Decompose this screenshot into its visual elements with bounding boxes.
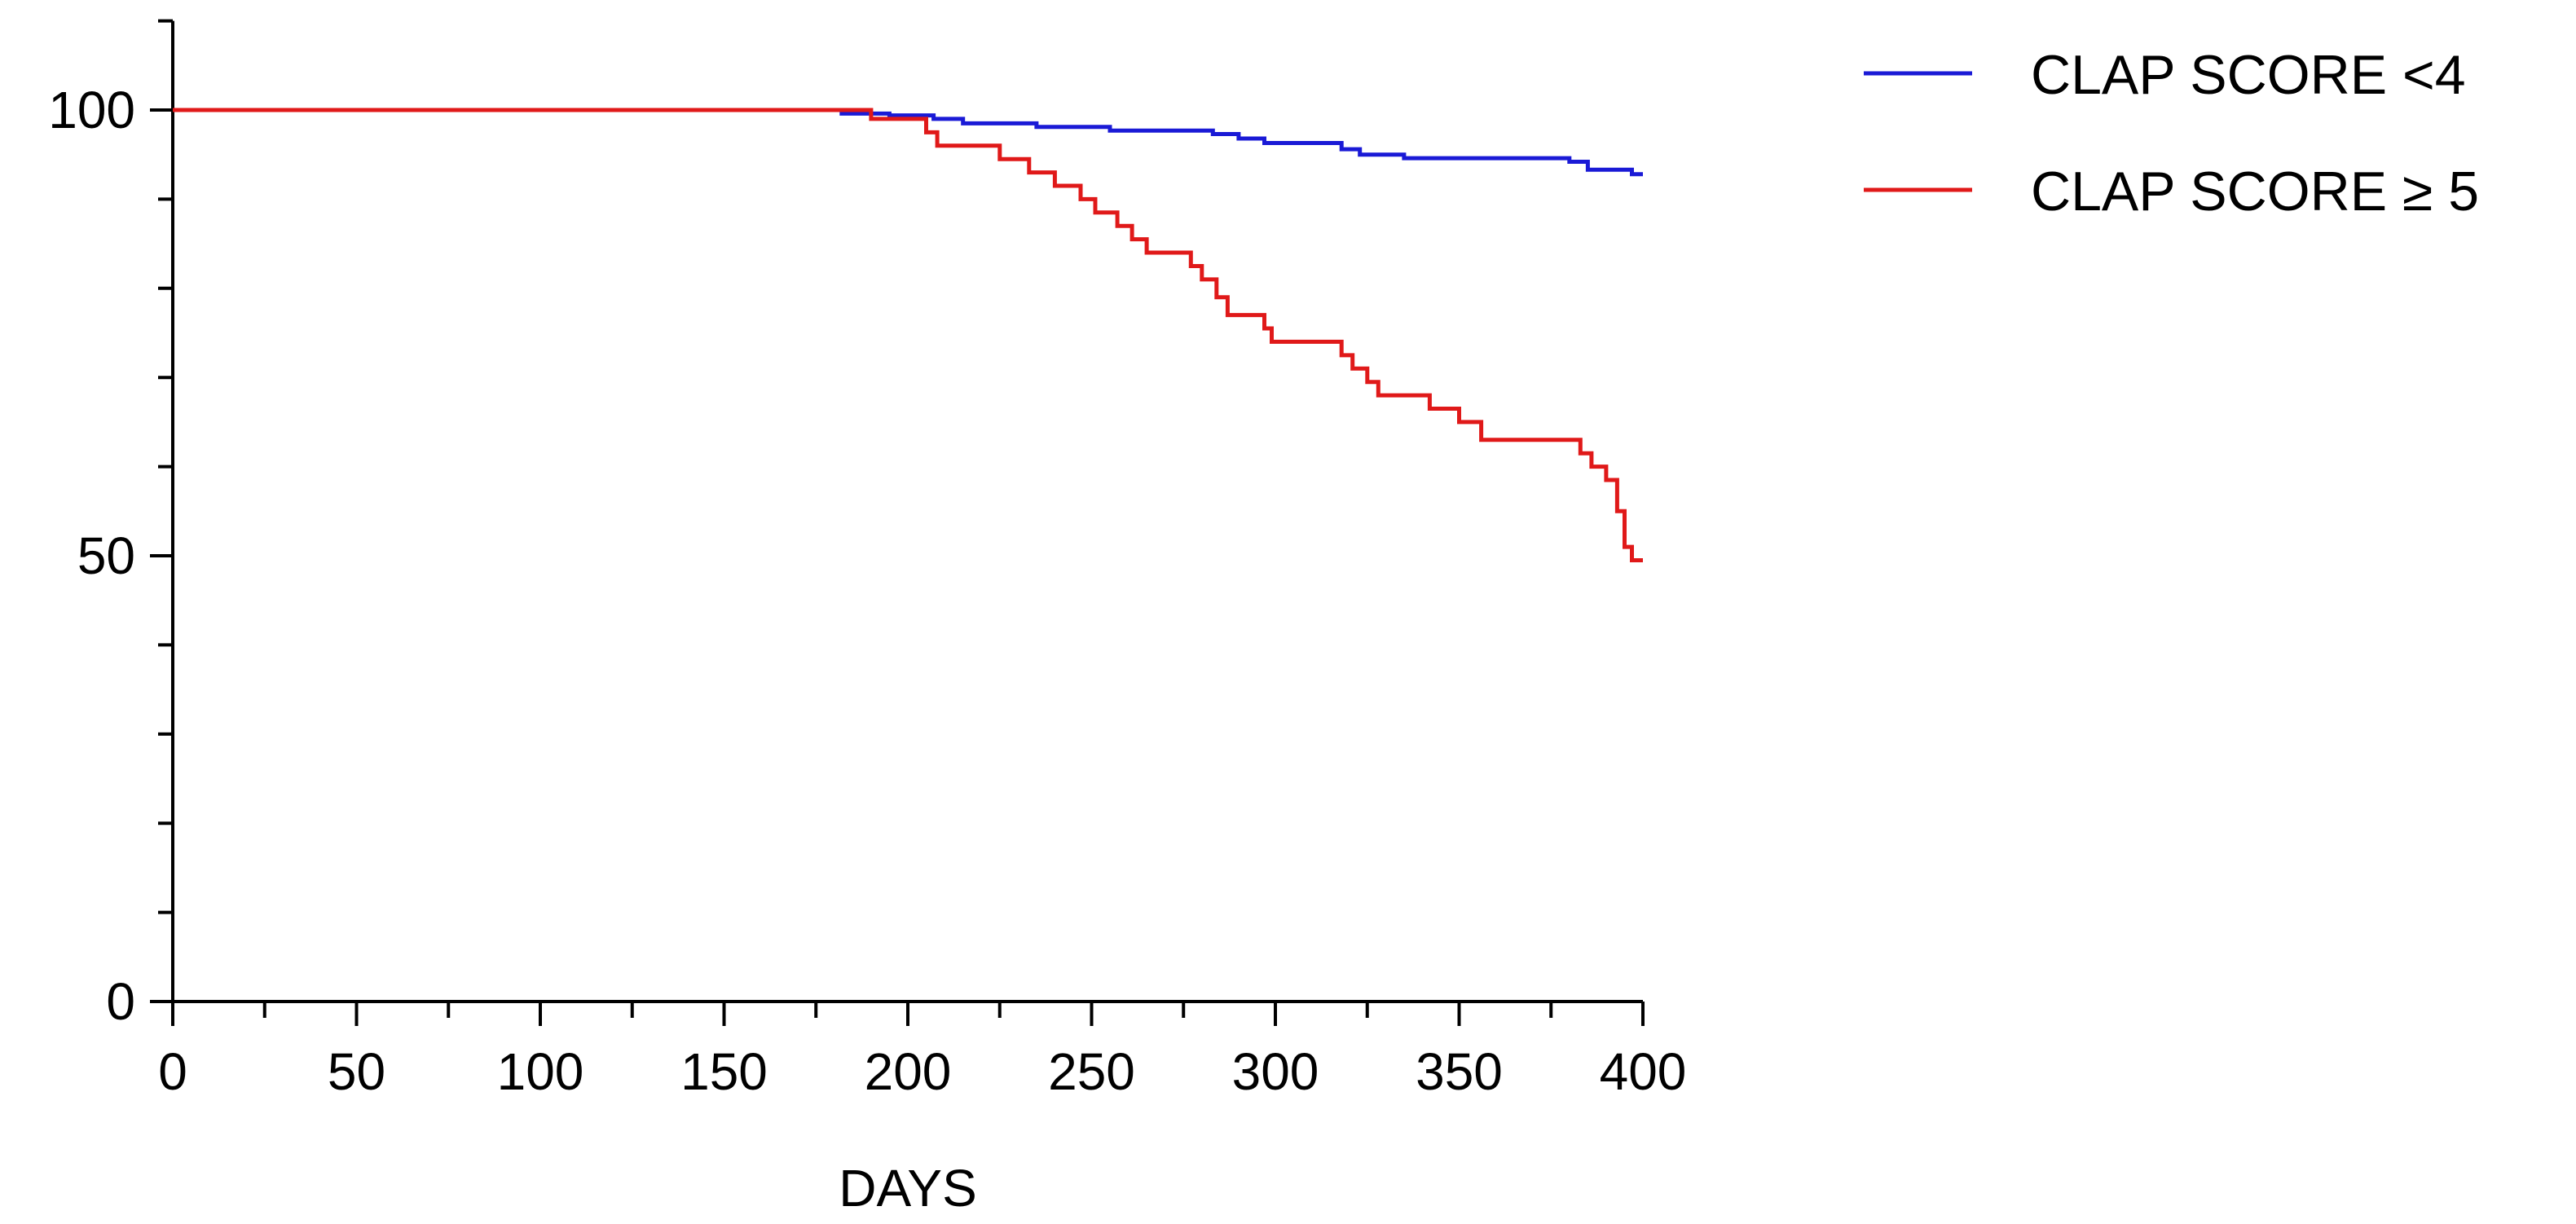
x-axis-ticks: 0 50 100 150 200 250 300 350 400: [158, 1002, 1686, 1101]
x-tick-label: 350: [1416, 1042, 1503, 1101]
legend-label-2: CLAP SCORE ≥ 5: [2031, 161, 2479, 222]
legend-label-1: CLAP SCORE <4: [2031, 44, 2466, 106]
x-tick-label: 400: [1600, 1042, 1687, 1101]
y-tick-label: 0: [106, 972, 135, 1031]
x-axis-title: DAYS: [839, 1159, 977, 1217]
chart-axes: [171, 20, 1643, 1003]
y-tick-label: 100: [48, 81, 135, 139]
x-tick-label: 250: [1048, 1042, 1135, 1101]
series-layer: [173, 108, 1643, 562]
x-tick-label: 0: [158, 1042, 187, 1101]
chart-legend: CLAP SCORE <4 CLAP SCORE ≥ 5: [1864, 44, 2479, 222]
series-line-2: [173, 108, 1643, 562]
y-axis-ticks: 0 50 100: [48, 19, 173, 1031]
x-tick-label: 50: [328, 1042, 385, 1101]
x-tick-label: 300: [1232, 1042, 1319, 1101]
x-tick-label: 150: [680, 1042, 768, 1101]
y-tick-label: 50: [77, 526, 135, 585]
x-tick-label: 100: [497, 1042, 584, 1101]
series-line-1: [173, 108, 1643, 177]
x-tick-label: 200: [865, 1042, 952, 1101]
